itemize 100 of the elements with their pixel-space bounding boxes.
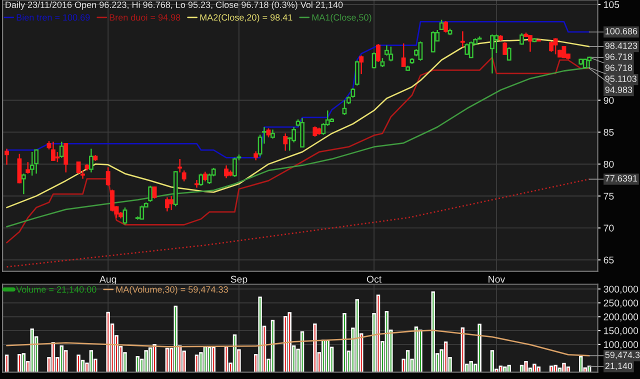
candlestick (494, 34, 499, 54)
bar (490, 350, 494, 372)
bar (503, 366, 507, 372)
annotation: 21,140 (605, 362, 632, 370)
x-tick-label: Oct (366, 276, 382, 283)
y-tick-label: 65 (604, 256, 614, 264)
candlestick (464, 42, 470, 56)
bar (566, 366, 570, 372)
candlestick (506, 46, 512, 62)
bar (322, 340, 326, 372)
y-tick-label: 100,000 (604, 341, 638, 350)
line-series (6, 38, 590, 208)
bar (232, 334, 237, 372)
candlestick (198, 173, 204, 186)
candlestick (388, 46, 394, 62)
bar (498, 366, 503, 372)
candlestick (553, 38, 558, 55)
candlestick (342, 100, 347, 116)
candlestick (21, 173, 26, 195)
bar (444, 342, 448, 372)
bar (60, 345, 64, 372)
bar (30, 328, 34, 372)
bar (532, 364, 536, 372)
candlestick (169, 195, 174, 211)
candlestick (140, 204, 144, 220)
bar (342, 312, 346, 372)
y-tick-label: 200,000 (604, 313, 638, 322)
legend-label: Volume = 21,140.00 (16, 286, 96, 294)
y-tick-label: 250,000 (604, 300, 638, 308)
bar (418, 330, 422, 372)
candlestick (490, 34, 494, 74)
x-tick-label: Sep (230, 276, 248, 285)
bar (579, 356, 583, 372)
y-tick-label: 75 (604, 192, 614, 200)
y-tick-label: 70 (604, 224, 614, 232)
bar (89, 350, 94, 372)
candlestick (182, 170, 186, 182)
bar (194, 354, 199, 372)
bar (384, 311, 389, 372)
bar (224, 346, 228, 372)
y-tick-label: 80 (604, 160, 614, 168)
legend-label: MA2(Close,20) = 98.41 (200, 14, 292, 22)
candlestick (106, 166, 110, 186)
bar (106, 312, 110, 372)
candlestick (376, 43, 380, 63)
annotation: 94.983 (605, 86, 632, 93)
bar (431, 291, 435, 372)
candlestick (418, 40, 423, 62)
candlestick (4, 148, 9, 166)
candlestick (444, 20, 448, 34)
annotation: 77.6391 (605, 175, 638, 182)
candlestick (64, 142, 68, 174)
candlestick (178, 158, 182, 174)
bar (554, 364, 558, 372)
candlestick (549, 40, 554, 52)
bar (148, 347, 152, 372)
bar (460, 327, 465, 372)
bar (152, 344, 156, 372)
bar (144, 350, 148, 372)
annotation: 100.686 (606, 28, 638, 34)
bar (22, 353, 26, 372)
candlestick (59, 141, 64, 158)
candlestick (372, 52, 376, 69)
bar (288, 312, 292, 372)
candlestick (164, 196, 170, 212)
candlestick (528, 34, 532, 52)
legend-label: Bren duoi = 94.98 (110, 14, 180, 21)
candlestick (152, 186, 157, 200)
candlestick (401, 42, 406, 68)
candlestick (224, 164, 228, 179)
bar (136, 356, 140, 372)
candlestick (51, 141, 56, 162)
candlestick (232, 157, 237, 178)
x-tick-label: Aug (99, 276, 116, 285)
candlestick (283, 132, 288, 152)
candlestick (460, 30, 465, 48)
bar (376, 294, 380, 372)
bar (355, 299, 360, 372)
bar (300, 331, 304, 372)
chart-title: Daily 23/11/2016 Open 96.223, Hi 96.768, Lo 95.23, Close 96.718 (0.3%) Vol 21,140 (6, 1, 343, 10)
candlestick (359, 54, 364, 75)
bar (478, 324, 482, 372)
candlestick (17, 153, 22, 184)
bar (4, 354, 9, 372)
annotation: 59,474.3 (605, 352, 640, 360)
candlestick (148, 185, 153, 202)
bar (406, 350, 410, 372)
bar (469, 360, 473, 372)
bar (284, 316, 288, 372)
bar (536, 366, 541, 372)
candlestick (26, 162, 30, 174)
candlestick (312, 126, 318, 138)
candlestick (55, 151, 60, 163)
bar (270, 320, 275, 372)
bar (562, 362, 566, 372)
bar (524, 360, 528, 372)
legend-label: MA1(Close,50) (312, 14, 372, 22)
bar (18, 354, 22, 372)
bar (258, 296, 262, 372)
candlestick (34, 148, 39, 174)
